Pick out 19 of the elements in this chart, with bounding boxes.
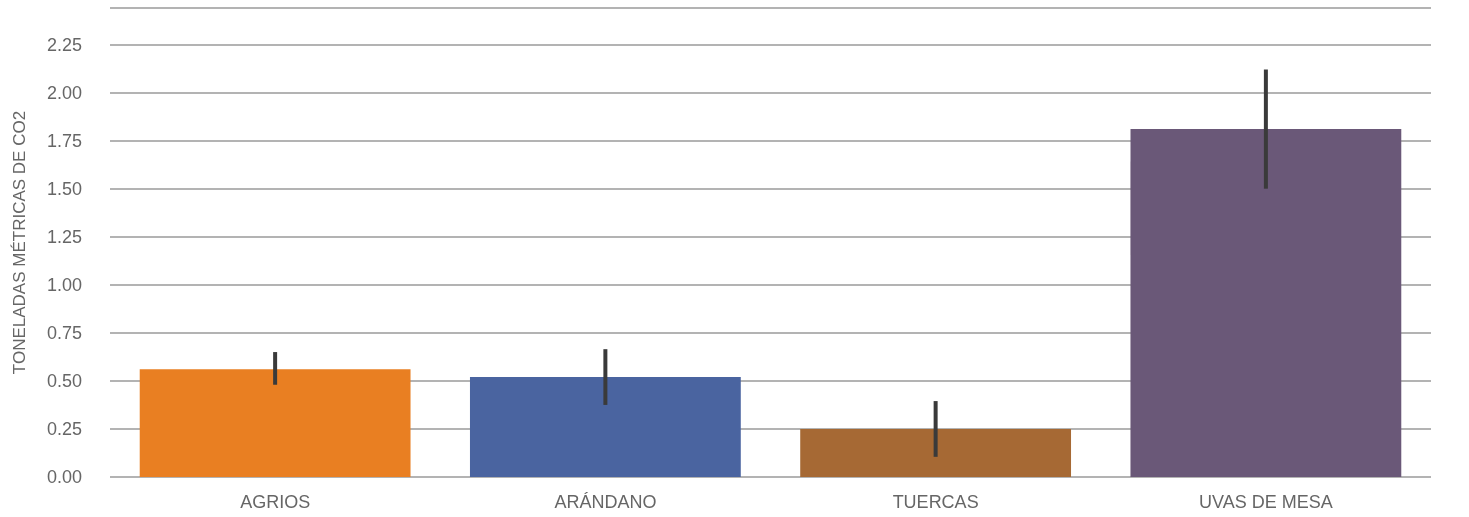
y-tick-label: 2.25 (46, 34, 82, 55)
bar (800, 428, 1072, 477)
bar (469, 377, 741, 477)
y-tick-label: 1.75 (46, 130, 82, 151)
y-tick-label: 2.00 (46, 82, 82, 103)
y-tick-label: 0.00 (46, 467, 82, 487)
x-tick-label: UVAS DE MESA (1199, 492, 1333, 512)
bar (1130, 129, 1402, 477)
x-tick-label: TUERCAS (892, 492, 979, 512)
y-tick-label: 0.25 (46, 418, 82, 439)
y-tick-label: 0.75 (46, 322, 82, 343)
y-tick-label: 0.50 (46, 370, 82, 391)
y-tick-label: 1.00 (46, 274, 82, 295)
x-tick-label: ARÁNDANO (554, 492, 657, 512)
y-tick-label: 1.25 (46, 226, 82, 247)
y-tick-label: 1.50 (46, 178, 82, 199)
y-axis-title: TONELADAS MÉTRICAS DE CO2 (10, 110, 29, 375)
bar (139, 369, 411, 477)
x-tick-label: AGRIOS (240, 492, 311, 512)
